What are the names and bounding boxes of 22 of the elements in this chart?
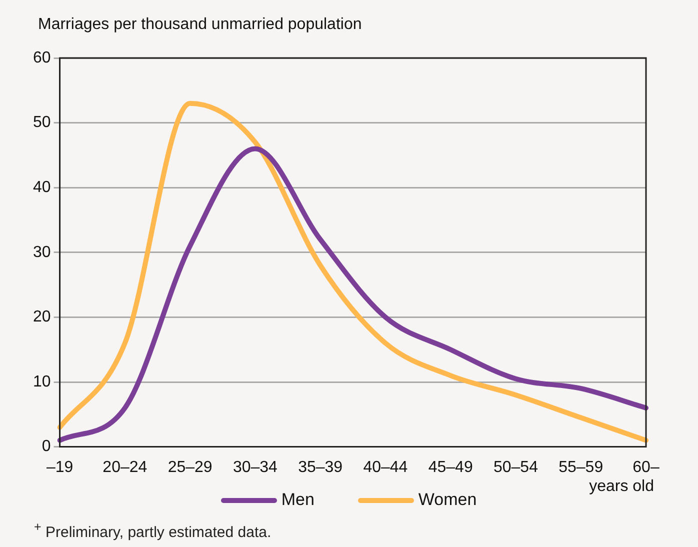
x-tick-label: 35–39 bbox=[298, 458, 343, 476]
x-tick-label: 20–24 bbox=[102, 458, 148, 476]
y-tick-label: 20 bbox=[33, 308, 51, 326]
x-tick-label: 60– bbox=[632, 458, 660, 476]
y-tick-label: 40 bbox=[33, 179, 51, 196]
x-tick-label: 55–59 bbox=[558, 458, 604, 476]
legend-label: Men bbox=[280, 490, 314, 510]
y-tick-label: 60 bbox=[33, 49, 51, 66]
x-tick-label: 25–29 bbox=[168, 458, 212, 476]
x-tick-label: 45–49 bbox=[428, 458, 473, 476]
y-tick-label: 30 bbox=[33, 244, 51, 261]
y-tick-label: 0 bbox=[42, 438, 51, 456]
y-axis-title: Marriages per thousand unmarried population bbox=[38, 16, 362, 34]
x-tick-label: 50–54 bbox=[493, 458, 538, 476]
x-tick-label: 40–44 bbox=[363, 458, 408, 476]
text: $^{+}$ Preliminary, partly estimated data. bbox=[34, 520, 272, 541]
x-tick-label: 30–34 bbox=[232, 458, 278, 476]
y-tick-label: 10 bbox=[33, 373, 51, 390]
x-axis-title: years old bbox=[589, 478, 654, 496]
legend-label: Women bbox=[417, 490, 477, 510]
y-tick-label: 50 bbox=[33, 114, 51, 132]
x-tick-label: –19 bbox=[46, 458, 74, 476]
